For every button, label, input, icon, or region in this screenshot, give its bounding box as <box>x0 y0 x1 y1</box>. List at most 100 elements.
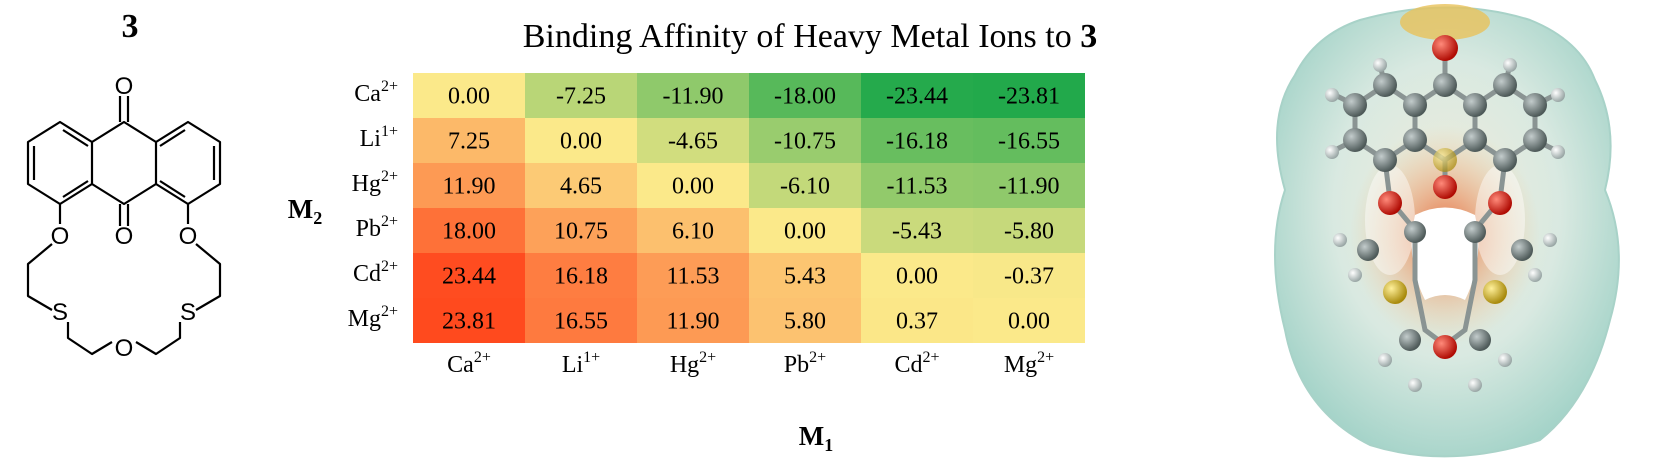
heatmap-cell-r4-c3 <box>749 253 861 298</box>
y-tick-mg: Mg2+ <box>348 303 398 332</box>
heatmap-value-r0-c0: 0.00 <box>448 84 490 110</box>
x-tick-cd: Cd2+ <box>894 349 939 378</box>
heatmap-cell-r0-c3 <box>749 73 861 118</box>
heatmap-value-r2-c1: 4.65 <box>560 174 602 200</box>
heatmap-value-r1-c2: -4.65 <box>668 129 718 155</box>
heatmap-value-r1-c1: 0.00 <box>560 129 602 155</box>
heatmap-value-r0-c5: -23.81 <box>998 84 1060 110</box>
heatmap-cell-r1-c1 <box>525 118 637 163</box>
atom-oxygen-middle: O <box>115 223 134 250</box>
heatmap-title: Binding Affinity of Heavy Metal Ions to … <box>470 18 1150 56</box>
heatmap-value-r4-c3: 5.43 <box>784 264 826 290</box>
heatmap-value-r2-c0: 11.90 <box>442 174 495 200</box>
heatmap-cell-r5-c1 <box>525 298 637 343</box>
heatmap-cell-r3-c5 <box>973 208 1085 253</box>
heatmap-cell-r1-c3 <box>749 118 861 163</box>
x-tick-mg: Mg2+ <box>1004 349 1054 378</box>
heatmap-value-r0-c3: -18.00 <box>774 84 836 110</box>
atom-oxygen-right: O <box>179 223 198 250</box>
heatmap-cell-r3-c0 <box>413 208 525 253</box>
heatmap-value-r5-c4: 0.37 <box>896 309 938 335</box>
x-tick-ca: Ca2+ <box>447 349 491 378</box>
heatmap-cell-r4-c2 <box>637 253 749 298</box>
heatmap-value-r1-c4: -16.18 <box>886 129 948 155</box>
heatmap-value-r4-c1: 16.18 <box>554 264 608 290</box>
heatmap-cell-r4-c5 <box>973 253 1085 298</box>
heatmap-cell-r5-c0 <box>413 298 525 343</box>
heatmap-cell-r4-c4 <box>861 253 973 298</box>
heatmap-value-r3-c3: 0.00 <box>784 219 826 245</box>
y-tick-cd: Cd2+ <box>353 258 398 287</box>
surface-cavity <box>1411 207 1479 300</box>
heatmap-value-r2-c5: -11.90 <box>998 174 1059 200</box>
heatmap-value-r0-c2: -11.90 <box>662 84 723 110</box>
heatmap-value-r4-c0: 23.44 <box>442 264 496 290</box>
y-axis-label: M2 <box>288 194 322 228</box>
heatmap-value-r5-c1: 16.55 <box>554 309 608 335</box>
atom-sulfur-left: S <box>52 299 68 326</box>
heatmap-value-r3-c5: -5.80 <box>1004 219 1054 245</box>
heatmap-cell-r2-c0 <box>413 163 525 208</box>
heatmap-value-r5-c2: 11.90 <box>666 309 719 335</box>
heatmap-cell-r2-c1 <box>525 163 637 208</box>
heatmap-value-r2-c2: 0.00 <box>672 174 714 200</box>
heatmap-value-r5-c5: 0.00 <box>1008 309 1050 335</box>
y-tick-hg: Hg2+ <box>352 168 398 197</box>
x-axis-label: M1 <box>799 421 833 455</box>
compound-label: 3 <box>121 8 139 45</box>
heatmap-cell-r4-c1 <box>525 253 637 298</box>
heatmap-cell-r2-c3 <box>749 163 861 208</box>
heatmap-cell-r2-c2 <box>637 163 749 208</box>
heatmap-cell-r5-c5 <box>973 298 1085 343</box>
heatmap-title-text: Binding Affinity of Heavy Metal Ions to <box>522 18 1081 55</box>
heatmap-cell-r2-c5 <box>973 163 1085 208</box>
heatmap-cell-r2-c4 <box>861 163 973 208</box>
heatmap-cell-r1-c2 <box>637 118 749 163</box>
heatmap-value-r0-c4: -23.44 <box>886 84 948 110</box>
heatmap-cell-r0-c0 <box>413 73 525 118</box>
atom-sulfur-right: S <box>180 299 196 326</box>
heatmap-cell-r0-c4 <box>861 73 973 118</box>
heatmap-value-r5-c0: 23.81 <box>442 309 496 335</box>
heatmap-cell-r1-c0 <box>413 118 525 163</box>
heatmap-cell-r1-c5 <box>973 118 1085 163</box>
atom-oxygen-bottom: O <box>115 335 134 362</box>
molecule-3d-render <box>1274 4 1620 458</box>
heatmap-value-r1-c5: -16.55 <box>998 129 1060 155</box>
heatmap-value-r2-c3: -6.10 <box>780 174 830 200</box>
y-tick-ca: Ca2+ <box>354 78 398 107</box>
heatmap-cell-r1-c4 <box>861 118 973 163</box>
heatmap-value-r3-c4: -5.43 <box>892 219 942 245</box>
heatmap-cell-r5-c2 <box>637 298 749 343</box>
heatmap-cell-r0-c5 <box>973 73 1085 118</box>
heatmap-cell-r5-c3 <box>749 298 861 343</box>
heatmap-value-r4-c5: -0.37 <box>1004 264 1054 290</box>
heatmap-value-r3-c0: 18.00 <box>442 219 496 245</box>
x-tick-hg: Hg2+ <box>670 349 716 378</box>
atoms-layer <box>1325 35 1565 392</box>
heatmap-cell-r0-c2 <box>637 73 749 118</box>
heatmap-cells: 0.00 -7.25 -11.90 -18.00 -23.44 -23.81 7.25 0.0… <box>413 73 1085 343</box>
heatmap-cell-r0-c1 <box>525 73 637 118</box>
heatmap-value-r3-c2: 6.10 <box>672 219 714 245</box>
x-tick-pb: Pb2+ <box>784 349 826 378</box>
x-tick-li: Li1+ <box>562 349 600 378</box>
heatmap-value-r5-c3: 5.80 <box>784 309 826 335</box>
heatmap-cell-r5-c4 <box>861 298 973 343</box>
heatmap-value-r0-c1: -7.25 <box>556 84 606 110</box>
atom-oxygen-top: O <box>115 73 134 100</box>
molecule-structure: O O O O S S O <box>26 73 222 362</box>
heatmap-value-r4-c2: 11.53 <box>666 264 719 290</box>
atom-oxygen-left: O <box>51 223 70 250</box>
heatmap-value-r2-c4: -11.53 <box>886 174 947 200</box>
heatmap-value-r3-c1: 10.75 <box>554 219 608 245</box>
y-tick-li: Li1+ <box>360 123 398 152</box>
heatmap-cell-r3-c1 <box>525 208 637 253</box>
heatmap-value-r4-c4: 0.00 <box>896 264 938 290</box>
y-tick-pb: Pb2+ <box>356 213 398 242</box>
heatmap-cell-r3-c4 <box>861 208 973 253</box>
heatmap-cell-r3-c2 <box>637 208 749 253</box>
heatmap-chart: 0.00 -7.25 -11.90 -18.00 -23.44 -23.81 7.25 0.0… <box>288 73 1085 455</box>
heatmap-cell-r4-c0 <box>413 253 525 298</box>
x-axis-ticks: Ca2+ Li1+ Hg2+ Pb2+ Cd2+ Mg2+ <box>447 349 1054 378</box>
